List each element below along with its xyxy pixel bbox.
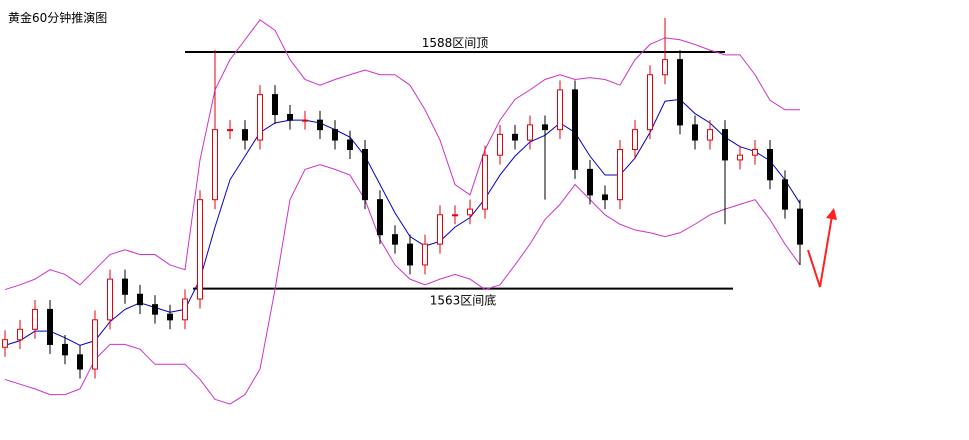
candle-body [677,59,683,126]
candle-body [737,154,743,161]
candle-body [617,149,623,201]
candle-body [602,194,608,201]
candle-body [92,319,98,370]
candle-body [722,129,728,161]
candle-body [692,124,698,141]
candle-body [62,343,68,356]
candle-body [77,354,83,370]
candle-body [302,119,308,122]
level-label: 1588区间顶 [422,36,489,50]
candle-body [332,129,338,141]
candle-body [482,154,488,210]
candle-body [182,298,188,321]
candle-body [437,214,443,245]
candle-body [197,199,203,300]
overlay-line [4,164,801,405]
overlay-line [4,98,801,346]
candle-body [227,129,233,132]
candle-body [347,139,353,151]
candle-body [782,179,788,210]
candle-body [452,214,458,217]
candle-body [152,304,158,315]
candle-body [557,89,563,131]
candle-body [497,133,503,156]
candle-body [287,113,293,121]
candle-body [587,168,593,196]
candle-body [107,278,113,321]
candle-body [512,133,518,141]
candle-body [242,129,248,141]
forecast-arrow-head [826,208,837,220]
candle-body [32,308,38,330]
candle-body [542,124,548,131]
candle-body [392,234,398,245]
candle-body [212,129,218,201]
candle-body [272,94,278,115]
candle-body [362,149,368,201]
candle-body [47,308,53,345]
candle-body [137,293,143,306]
candle-body [257,94,263,141]
candle-body [422,243,428,266]
chart-title: 黄金60分钟推演图 [8,10,107,25]
candle-body [797,208,803,245]
level-label: 1563区间底 [430,293,497,308]
candle-body [647,74,653,131]
candle-body [707,129,713,141]
candle-body [317,119,323,131]
candle-body [527,124,533,141]
candle-body [17,328,23,341]
candle-body [377,199,383,236]
candle-body [632,129,638,151]
candle-body [572,89,578,170]
candle-body [467,208,473,216]
candle-body [662,59,668,76]
forecast-arrow [807,215,833,288]
candle-body [767,149,773,181]
candle-body [122,278,128,295]
candle-body [407,243,413,266]
overlay-line [4,19,800,291]
candle-body [752,149,758,156]
candle-body [2,339,8,348]
candle-body [167,313,173,321]
